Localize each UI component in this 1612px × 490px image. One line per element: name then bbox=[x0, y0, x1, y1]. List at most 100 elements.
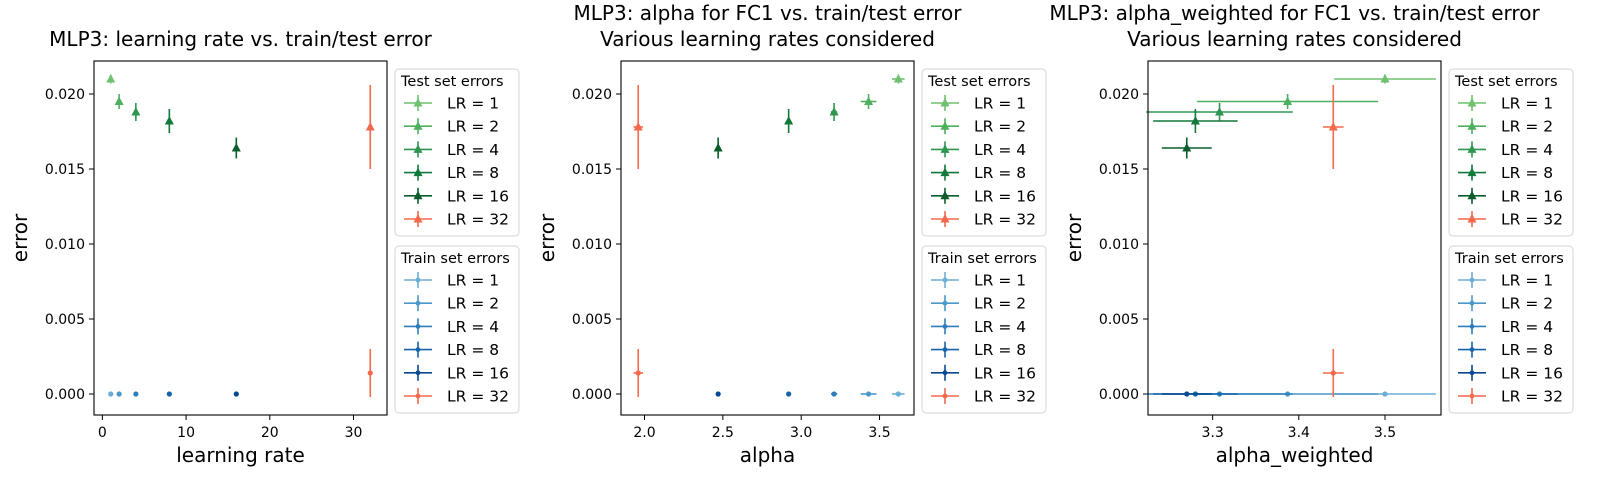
legend-label: LR = 32 bbox=[1501, 211, 1563, 229]
test-legend-item: LR = 16 bbox=[931, 187, 1036, 205]
legend-handle-marker bbox=[1467, 144, 1477, 153]
legend-handle-marker bbox=[942, 370, 948, 376]
legend-handle-marker bbox=[1467, 190, 1477, 200]
test-legend-box bbox=[1448, 68, 1574, 237]
legend-handle-marker bbox=[1467, 214, 1477, 223]
y-tick-label: 0.010 bbox=[45, 237, 85, 253]
legend-handle-marker bbox=[413, 121, 423, 130]
x-tick-label: 2.5 bbox=[712, 425, 734, 441]
test-legend-item: LR = 8 bbox=[931, 164, 1026, 182]
test-legend-item: LR = 32 bbox=[404, 211, 509, 229]
legend-label: LR = 2 bbox=[1501, 295, 1553, 313]
train-legend-item: LR = 4 bbox=[931, 318, 1026, 336]
test-point-marker bbox=[164, 116, 174, 125]
legend-label: LR = 32 bbox=[974, 388, 1036, 406]
y-tick-label: 0.010 bbox=[572, 237, 612, 253]
legend-handle-marker bbox=[940, 98, 950, 107]
legend-label: LR = 4 bbox=[447, 141, 499, 159]
legend-handle-marker bbox=[1469, 324, 1475, 329]
test-legend-item: LR = 1 bbox=[404, 95, 499, 113]
test-point-marker bbox=[893, 74, 903, 83]
test-legend-item: LR = 1 bbox=[1458, 95, 1553, 113]
y-tick-label: 0.020 bbox=[572, 87, 612, 103]
legend-handle-marker bbox=[415, 393, 421, 399]
train-point-marker bbox=[895, 391, 901, 397]
x-tick-label: 3.0 bbox=[790, 425, 812, 441]
y-tick-label: 0.005 bbox=[572, 312, 612, 328]
legend-label: LR = 32 bbox=[1501, 388, 1563, 406]
train-point-lr-32 bbox=[633, 349, 643, 397]
test-point-marker bbox=[864, 96, 874, 105]
train-legend-box bbox=[394, 245, 520, 414]
test-point-lr-1 bbox=[892, 74, 905, 84]
test-point-marker bbox=[131, 107, 141, 116]
legend-handle-marker bbox=[415, 347, 421, 352]
train-point-lr-16 bbox=[233, 391, 239, 397]
test-point-marker bbox=[114, 96, 124, 105]
legend-handle-marker bbox=[942, 347, 948, 352]
test-point-lr-2 bbox=[114, 94, 124, 109]
chart-title-line-1: MLP3: alpha_weighted for FC1 vs. train/t… bbox=[1049, 1, 1540, 25]
test-point-lr-1 bbox=[1334, 74, 1436, 84]
test-legend-item: LR = 32 bbox=[931, 211, 1036, 229]
test-legend-title: Test set errors bbox=[1454, 74, 1558, 90]
chart-3: MLP3: alpha_weighted for FC1 vs. train/t… bbox=[1049, 1, 1574, 467]
legend-handle-marker bbox=[415, 324, 421, 329]
train-point-marker bbox=[786, 391, 792, 397]
test-legend: Test set errors LR = 1 LR = 2 LR = 4 LR = 8 L… bbox=[921, 68, 1047, 237]
train-point-marker bbox=[1382, 391, 1388, 397]
legend-handle-marker bbox=[940, 214, 950, 223]
train-point-lr-32 bbox=[367, 349, 373, 397]
test-point-marker bbox=[365, 122, 375, 131]
train-point-marker bbox=[1330, 370, 1336, 376]
train-point-lr-8 bbox=[786, 391, 792, 397]
train-point-lr-1 bbox=[108, 391, 114, 397]
chart-title-line-2: Various learning rates considered bbox=[1127, 27, 1462, 51]
test-point-lr-1 bbox=[106, 74, 116, 84]
train-point-marker bbox=[116, 391, 122, 397]
train-legend-item: LR = 1 bbox=[1458, 272, 1553, 290]
test-legend: Test set errors LR = 1 LR = 2 LR = 4 LR = 8 L… bbox=[394, 68, 520, 237]
train-legend-title: Train set errors bbox=[1454, 251, 1564, 267]
legend-label: LR = 8 bbox=[974, 341, 1026, 359]
y-tick-label: 0.000 bbox=[572, 387, 612, 403]
legend-handle-marker bbox=[942, 300, 948, 306]
legend-handle-marker bbox=[415, 300, 421, 306]
train-legend-title: Train set errors bbox=[927, 251, 1037, 267]
test-point-marker bbox=[784, 116, 794, 125]
test-legend-item: LR = 8 bbox=[1458, 164, 1553, 182]
x-tick-label: 2.0 bbox=[633, 425, 655, 441]
x-axis-label: alpha bbox=[740, 443, 795, 467]
test-legend-item: LR = 4 bbox=[404, 141, 499, 159]
test-point-lr-8 bbox=[164, 109, 174, 133]
legend-label: LR = 8 bbox=[447, 341, 499, 359]
legend-handle-marker bbox=[1469, 393, 1475, 399]
test-legend-item: LR = 2 bbox=[931, 118, 1026, 136]
train-legend-item: LR = 32 bbox=[931, 388, 1036, 406]
train-point-marker bbox=[865, 391, 872, 397]
y-tick-label: 0.020 bbox=[1099, 87, 1139, 103]
train-point-marker bbox=[133, 391, 139, 397]
y-tick-label: 0.005 bbox=[45, 312, 85, 328]
test-point-marker bbox=[1328, 122, 1338, 131]
train-legend-box bbox=[921, 245, 1047, 414]
test-point-marker bbox=[1182, 143, 1192, 152]
legend-label: LR = 2 bbox=[447, 295, 499, 313]
test-legend-title: Test set errors bbox=[927, 74, 1031, 90]
test-point-marker bbox=[1190, 116, 1200, 125]
legend-handle-marker bbox=[940, 190, 950, 200]
train-legend: Train set errors LR = 1 LR = 2 LR = 4 LR = 8… bbox=[394, 245, 520, 414]
test-point-marker bbox=[1283, 96, 1293, 105]
y-tick-label: 0.000 bbox=[1099, 387, 1139, 403]
legend-handle-marker bbox=[942, 277, 948, 283]
train-legend-item: LR = 2 bbox=[1458, 295, 1553, 313]
legend-handle-marker bbox=[940, 121, 950, 130]
test-legend-item: LR = 2 bbox=[1458, 118, 1553, 136]
x-tick-label: 30 bbox=[345, 425, 363, 441]
test-legend-item: LR = 16 bbox=[404, 187, 509, 205]
train-point-lr-4 bbox=[830, 391, 838, 397]
y-tick-label: 0.000 bbox=[45, 387, 85, 403]
x-tick-label: 10 bbox=[177, 425, 195, 441]
legend-label: LR = 1 bbox=[974, 272, 1026, 290]
train-legend-item: LR = 32 bbox=[1458, 388, 1563, 406]
